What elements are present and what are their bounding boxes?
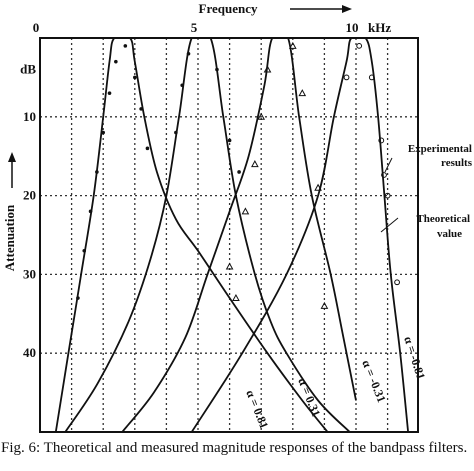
experimental-point	[320, 301, 329, 309]
y-axis-arrowhead	[8, 152, 16, 162]
x-axis-title: Frequency	[199, 1, 258, 16]
annotations: Experimental results Theoretical value	[380, 143, 473, 240]
theoretical-value-label: value	[437, 228, 462, 240]
experimental-points	[76, 41, 400, 309]
experimental-pointer-marker	[381, 172, 387, 178]
y-tick-label: 30	[23, 266, 36, 281]
x-tick-label: 10	[346, 20, 359, 35]
experimental-results-label: Experimental	[408, 143, 472, 155]
x-axis-arrowhead	[342, 5, 352, 13]
tick-labels: 0 5 10 kHz 10 20 30 40 dB	[20, 20, 391, 360]
y-tick-label: 10	[23, 109, 36, 124]
experimental-point	[174, 130, 178, 135]
alpha-label-3: α = -0.31	[359, 358, 389, 405]
y-tick-label: 20	[23, 188, 36, 203]
experimental-point	[314, 183, 322, 191]
experimental-point	[95, 170, 99, 174]
experimental-point	[257, 112, 266, 120]
plot-frame	[39, 37, 419, 433]
experimental-point	[378, 137, 385, 144]
experimental-point	[139, 107, 143, 111]
experimental-point	[133, 75, 137, 80]
experimental-point	[225, 262, 234, 270]
experimental-point	[88, 209, 93, 214]
experimental-point	[82, 248, 87, 253]
experimental-point	[394, 279, 400, 286]
x-tick-label: 5	[191, 20, 198, 35]
axis-titles: Frequency Attenuation	[2, 1, 352, 271]
figure-caption: Fig. 6: Theoretical and measured magnitu…	[1, 440, 468, 456]
x-unit-label: kHz	[368, 20, 391, 35]
experimental-point	[288, 41, 297, 49]
y-axis-title: Attenuation	[2, 204, 17, 271]
alpha-label-4: α = -0.81	[401, 335, 428, 382]
y-tick-label: 40	[23, 345, 36, 360]
experimental-point	[298, 89, 307, 97]
theoretical-curves	[54, 38, 409, 432]
experimental-point	[180, 83, 184, 88]
experimental-point	[263, 65, 272, 73]
y-unit-label: dB	[20, 62, 36, 77]
experimental-point	[237, 170, 241, 174]
experimental-point	[123, 44, 128, 48]
x-tick-label: 0	[33, 20, 40, 35]
experimental-point	[145, 146, 150, 151]
experimental-point	[227, 138, 232, 143]
experimental-point	[186, 51, 191, 56]
theoretical-curve-3	[121, 38, 357, 432]
experimental-point	[384, 192, 391, 199]
experimental-point	[101, 130, 105, 135]
theoretical-curve-2	[64, 38, 351, 432]
theoretical-curve-4	[190, 38, 409, 432]
experimental-point	[368, 74, 375, 81]
theoretical-pointer	[380, 217, 399, 233]
experimental-point	[76, 296, 80, 300]
experimental-pointer	[384, 157, 393, 173]
experimental-point	[343, 74, 350, 81]
experimental-point	[107, 91, 112, 95]
alpha-label-1: α = 0.81	[243, 388, 271, 431]
experimental-results-label: results	[441, 157, 473, 169]
theoretical-curve-1	[54, 38, 329, 432]
experimental-point	[356, 42, 363, 49]
theoretical-value-label: Theoretical	[416, 213, 470, 225]
experimental-point	[241, 207, 250, 215]
experimental-point	[215, 67, 219, 72]
experimental-point	[114, 59, 118, 64]
experimental-point	[232, 293, 240, 302]
experimental-point	[251, 160, 259, 168]
